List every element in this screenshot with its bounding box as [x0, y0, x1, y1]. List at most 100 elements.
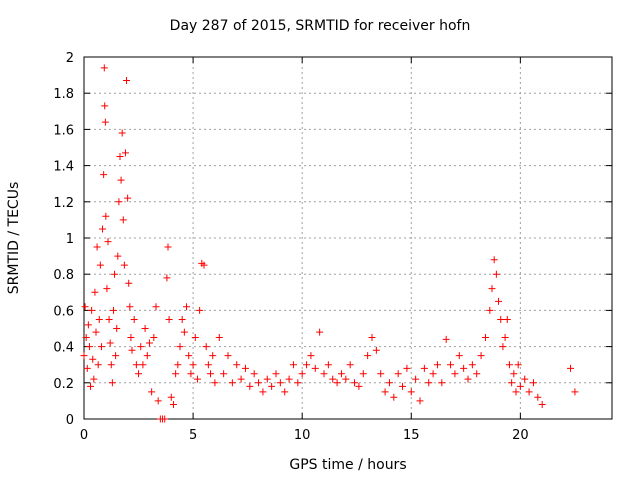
data-point: [200, 261, 208, 269]
data-point: [132, 361, 140, 369]
data-point: [137, 343, 145, 351]
data-point: [516, 382, 524, 390]
y-tick-label: 0: [66, 413, 74, 428]
data-point: [204, 361, 212, 369]
data-point: [84, 321, 92, 329]
x-tick-label: 20: [512, 428, 529, 443]
data-point: [407, 388, 415, 396]
data-point: [399, 382, 407, 390]
data-point: [342, 375, 350, 383]
data-point: [178, 315, 186, 323]
data-point: [172, 370, 180, 378]
y-tick-label: 1.8: [53, 87, 74, 102]
y-tick-label: 0.4: [53, 341, 74, 356]
x-tick-label: 10: [294, 428, 311, 443]
data-point: [113, 325, 121, 332]
y-tick-label: 1.4: [53, 160, 74, 175]
data-point: [501, 334, 509, 342]
y-tick-label: 0.8: [53, 268, 74, 283]
data-point: [351, 379, 359, 387]
data-point: [167, 393, 175, 401]
data-point: [263, 375, 271, 383]
data-point: [224, 352, 232, 360]
data-point: [99, 225, 107, 233]
data-point: [316, 328, 324, 336]
data-point: [333, 379, 341, 387]
data-point: [381, 388, 389, 396]
data-point: [105, 315, 113, 323]
data-point: [512, 388, 520, 396]
data-point: [372, 346, 380, 354]
data-point: [294, 379, 302, 387]
data-point: [89, 355, 97, 363]
data-point: [97, 343, 105, 351]
data-point: [385, 379, 393, 387]
data-point: [187, 370, 195, 378]
data-point: [228, 379, 236, 387]
data-point: [241, 364, 249, 372]
data-point: [103, 285, 111, 293]
data-point: [289, 361, 297, 369]
data-point: [268, 382, 276, 390]
data-point: [455, 352, 463, 360]
axis-ticks: 00.20.40.60.811.21.41.61.820 5 10 15 20: [53, 51, 612, 443]
data-point: [124, 194, 132, 202]
data-point: [154, 397, 162, 405]
data-point: [368, 334, 376, 342]
data-point: [91, 288, 99, 296]
data-point: [329, 375, 337, 383]
data-point: [303, 361, 311, 369]
data-point: [183, 303, 191, 311]
data-point: [425, 379, 433, 387]
data-point: [163, 274, 171, 282]
data-point: [311, 364, 319, 372]
data-point: [108, 379, 116, 387]
data-points: [80, 64, 579, 423]
data-point: [189, 361, 197, 369]
data-point: [112, 352, 120, 360]
data-point: [87, 382, 95, 390]
data-point: [88, 306, 96, 314]
data-point: [135, 370, 143, 378]
data-point: [403, 364, 411, 372]
data-point: [125, 279, 133, 287]
data-point: [337, 370, 345, 378]
data-point: [143, 352, 151, 360]
data-point: [127, 334, 135, 342]
data-point: [492, 270, 500, 278]
data-point: [276, 379, 284, 387]
y-tick-label: 2: [66, 51, 74, 66]
grid-lines: [84, 57, 612, 419]
data-point: [90, 375, 98, 383]
data-point: [93, 243, 101, 251]
data-point: [246, 382, 254, 390]
data-point: [460, 364, 468, 372]
data-point: [394, 370, 402, 378]
data-point: [510, 370, 518, 378]
data-point: [100, 171, 108, 179]
data-point: [477, 352, 485, 360]
data-point: [495, 297, 503, 305]
data-point: [508, 379, 516, 387]
data-point: [148, 388, 156, 396]
data-point: [272, 370, 280, 378]
data-point: [499, 343, 507, 351]
data-point: [324, 361, 332, 369]
y-tick-label: 1.6: [53, 123, 74, 138]
data-point: [152, 303, 160, 311]
data-point: [196, 306, 204, 314]
data-point: [488, 285, 496, 293]
data-point: [220, 370, 228, 378]
data-point: [94, 361, 102, 369]
data-point: [120, 261, 128, 269]
data-point: [481, 334, 489, 342]
data-point: [529, 379, 537, 387]
data-point: [514, 361, 522, 369]
data-point: [420, 364, 428, 372]
y-tick-label: 1.2: [53, 196, 74, 211]
data-point: [202, 343, 210, 351]
data-point: [109, 306, 117, 314]
data-point: [377, 370, 385, 378]
data-point: [355, 382, 363, 390]
data-point: [145, 339, 153, 347]
